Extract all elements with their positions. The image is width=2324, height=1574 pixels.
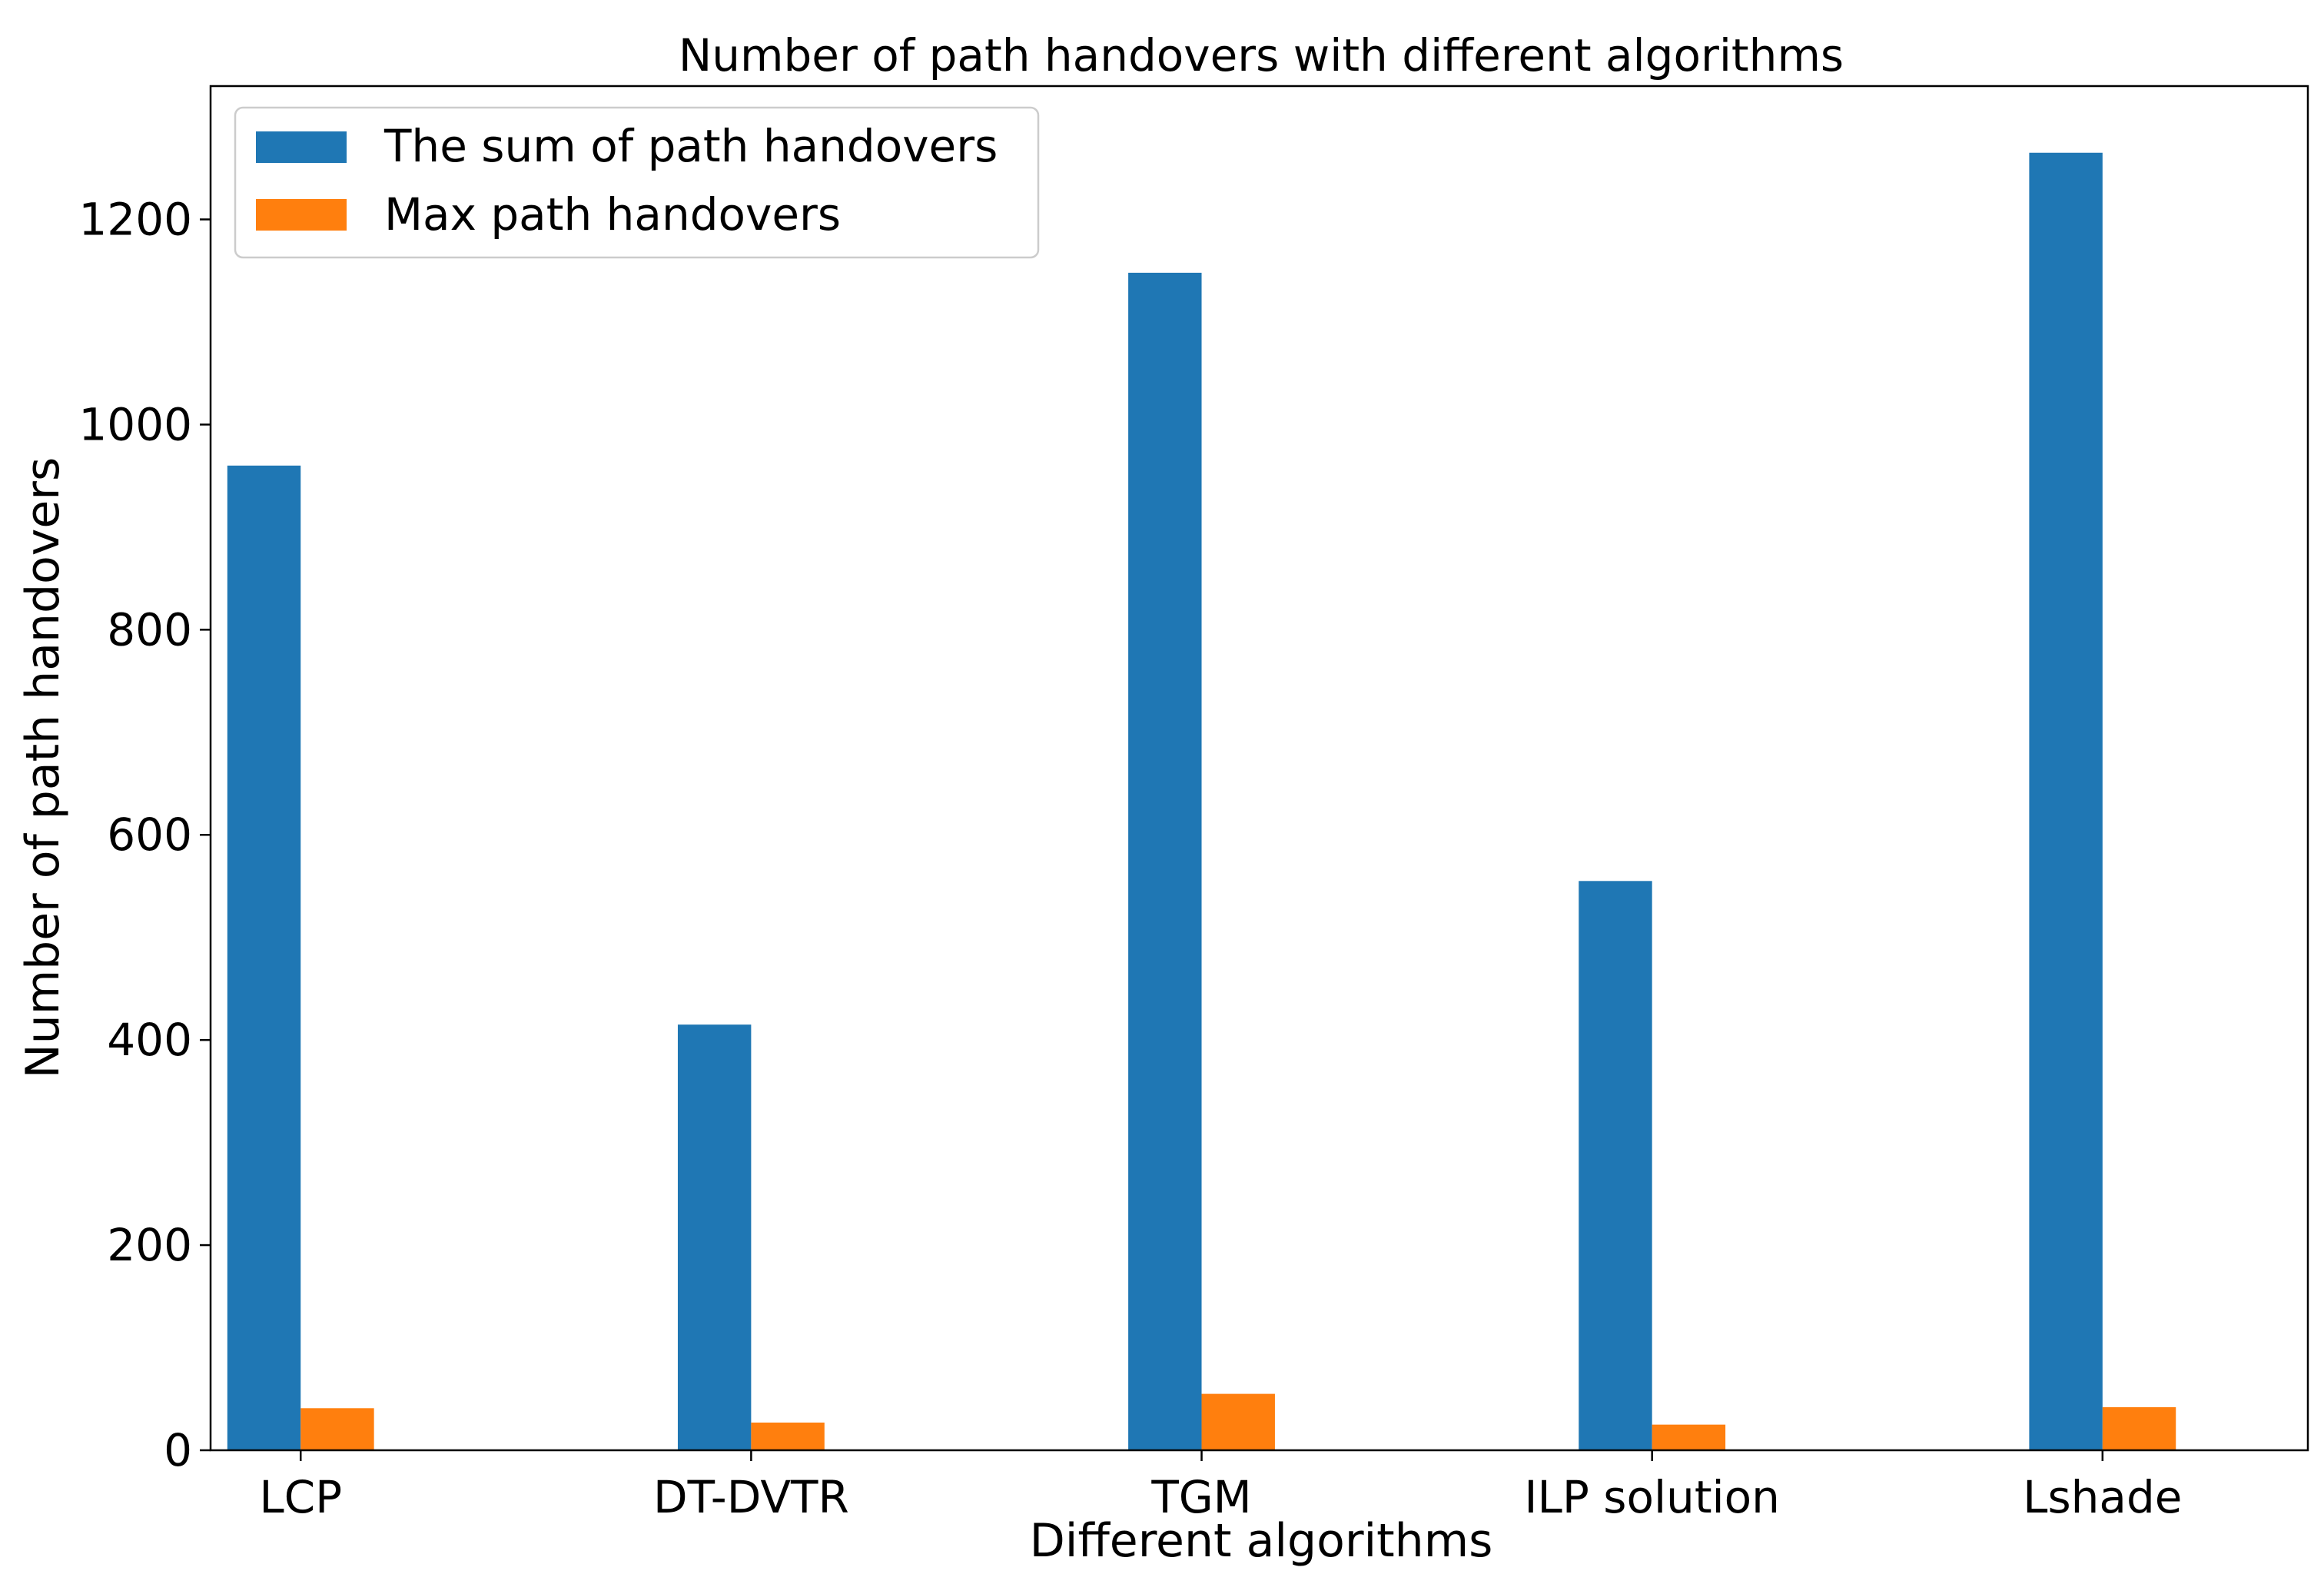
x-tick-label: LCP — [259, 1471, 342, 1523]
y-axis: 0 200 400 600 800 1000 1200 — [78, 193, 211, 1476]
bar-sum-dt-dvtr — [677, 1024, 752, 1450]
y-axis-label: Number of path handovers — [16, 457, 70, 1078]
plot-frame — [209, 85, 2309, 1452]
y-tick-label: 1000 — [78, 398, 192, 450]
legend-swatch-max — [256, 199, 347, 231]
bar-max-lcp — [300, 1408, 374, 1450]
x-tick-label: ILP solution — [1524, 1471, 1780, 1523]
y-tick-label: 1200 — [78, 193, 192, 245]
x-tick-label: DT-DVTR — [653, 1471, 849, 1523]
x-axis: LCP DT-DVTR TGM ILP solution Lshade — [259, 1450, 2182, 1523]
legend-frame — [234, 106, 1040, 259]
x-tick-label: TGM — [1150, 1471, 1251, 1523]
bar-sum-ilp-solution — [1579, 881, 1652, 1450]
x-axis-label: Different algorithms — [1030, 1514, 1493, 1568]
x-tick-label: Lshade — [2023, 1471, 2182, 1523]
bars-group — [227, 152, 2176, 1450]
bar-max-tgm — [1201, 1393, 1275, 1450]
y-tick-label: 800 — [107, 603, 192, 656]
bar-sum-lshade — [2029, 152, 2103, 1450]
y-tick-label: 200 — [107, 1219, 192, 1271]
chart-title: Number of path handovers with different … — [679, 29, 1844, 81]
y-tick-label: 0 — [164, 1424, 192, 1476]
bar-max-lshade — [2102, 1406, 2176, 1450]
bar-max-ilp-solution — [1652, 1424, 1726, 1450]
bar-max-dt-dvtr — [751, 1422, 825, 1450]
y-tick-label: 600 — [107, 809, 192, 861]
legend-label-sum: The sum of path handovers — [383, 120, 998, 172]
bar-sum-lcp — [227, 465, 301, 1450]
bar-sum-tgm — [1128, 272, 1202, 1450]
legend-swatch-sum — [256, 131, 347, 163]
legend: The sum of path handovers Max path hando… — [234, 106, 1040, 259]
y-tick-label: 400 — [107, 1014, 192, 1066]
legend-label-max: Max path handovers — [384, 188, 841, 241]
